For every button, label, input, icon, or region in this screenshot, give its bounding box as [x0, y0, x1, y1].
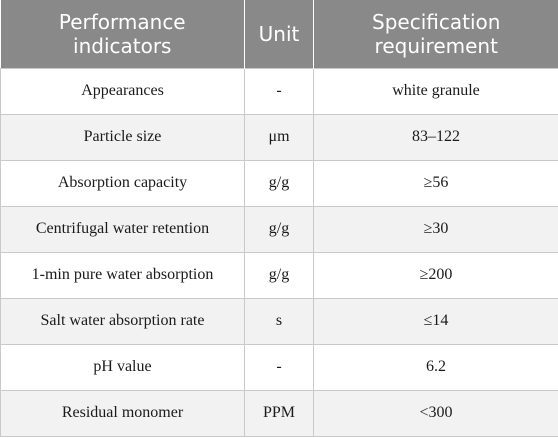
cell-requirement: ≤14: [313, 297, 558, 345]
cell-indicator: Salt water absorption rate: [0, 297, 245, 345]
table-row: Particle size μm 83–122: [0, 113, 558, 161]
header-performance-indicators: Performance indicators: [0, 0, 245, 68]
cell-indicator: Residual monomer: [0, 389, 245, 437]
table-row: Appearances - white granule: [0, 67, 558, 115]
table-row: pH value - 6.2: [0, 343, 558, 391]
cell-indicator: Centrifugal water retention: [0, 205, 245, 253]
cell-unit: PPM: [244, 389, 314, 437]
cell-requirement: ≥200: [313, 251, 558, 299]
cell-requirement: <300: [313, 389, 558, 437]
cell-indicator: pH value: [0, 343, 245, 391]
cell-indicator: Appearances: [0, 67, 245, 115]
cell-unit: g/g: [244, 251, 314, 299]
cell-indicator: 1-min pure water absorption: [0, 251, 245, 299]
cell-unit: s: [244, 297, 314, 345]
table-header: Performance indicators Unit Specificatio…: [0, 0, 558, 68]
cell-indicator: Absorption capacity: [0, 159, 245, 207]
cell-unit: μm: [244, 113, 314, 161]
table-row: Centrifugal water retention g/g ≥30: [0, 205, 558, 253]
cell-requirement: white granule: [313, 67, 558, 115]
cell-unit: g/g: [244, 159, 314, 207]
header-row: Performance indicators Unit Specificatio…: [0, 0, 558, 68]
header-unit: Unit: [244, 0, 314, 68]
cell-requirement: 6.2: [313, 343, 558, 391]
table-body: Appearances - white granule Particle siz…: [0, 67, 558, 437]
table-row: 1-min pure water absorption g/g ≥200: [0, 251, 558, 299]
cell-unit: g/g: [244, 205, 314, 253]
cell-unit: -: [244, 343, 314, 391]
table-row: Residual monomer PPM <300: [0, 389, 558, 437]
cell-requirement: 83–122: [313, 113, 558, 161]
cell-indicator: Particle size: [0, 113, 245, 161]
header-specification-requirement: Specification requirement: [313, 0, 558, 68]
cell-requirement: ≥56: [313, 159, 558, 207]
cell-requirement: ≥30: [313, 205, 558, 253]
table-row: Salt water absorption rate s ≤14: [0, 297, 558, 345]
table-row: Absorption capacity g/g ≥56: [0, 159, 558, 207]
cell-unit: -: [244, 67, 314, 115]
